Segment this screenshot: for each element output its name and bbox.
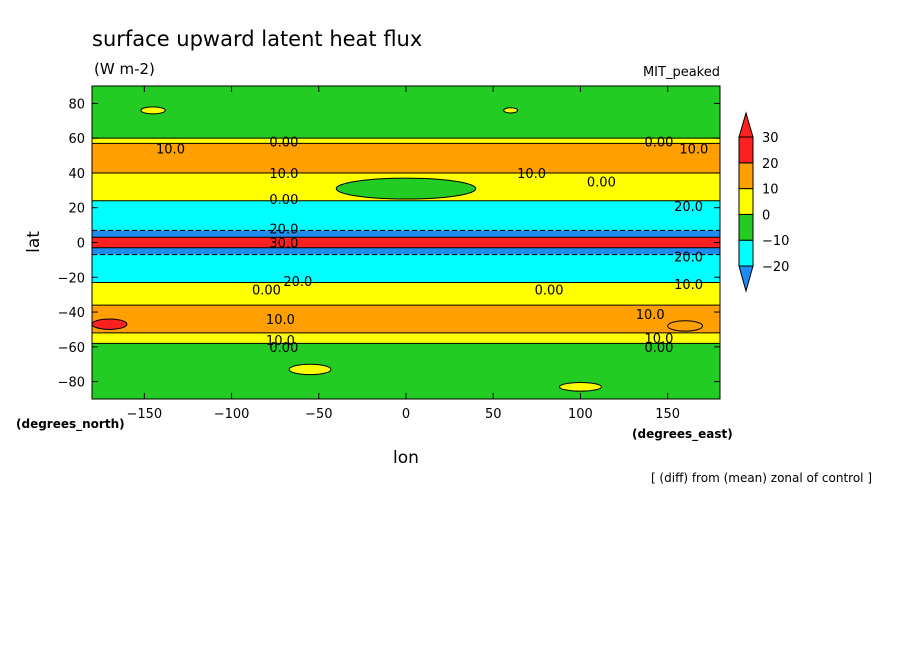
contour-label-12: 20.0	[283, 275, 312, 290]
band-10	[92, 305, 720, 333]
y-tick-label-3: −20	[58, 271, 85, 286]
patch-1	[503, 107, 519, 114]
contour-label-6: 10.0	[517, 167, 546, 182]
x-tick-label-3: 0	[402, 407, 410, 422]
colorbar-bottom-arrow	[738, 265, 754, 293]
band-11	[92, 332, 720, 344]
band-7	[92, 247, 720, 255]
contour-label-5: 10.0	[679, 143, 708, 158]
colorbar-label-4: 20	[762, 157, 779, 172]
band-9	[92, 282, 720, 306]
y-tick-label-4: 0	[77, 237, 85, 252]
y-axis-label: lat	[24, 231, 44, 253]
contour-label-11: 20.0	[674, 250, 703, 265]
band-6	[92, 237, 720, 248]
colorbar-label-0: −20	[762, 260, 789, 275]
contour-label-20: 10.0	[644, 332, 673, 347]
chart-units: (W m-2)	[94, 60, 155, 78]
contour-label-17: 10.0	[636, 308, 665, 323]
x-axis-unit: (degrees_east)	[632, 427, 733, 442]
y-tick-label-1: −60	[58, 341, 85, 356]
x-tick-label-2: −50	[305, 407, 332, 422]
colorbar-label-3: 10	[762, 183, 779, 198]
y-axis: −80 −60 −40 −20 0 20 40 60 80	[58, 97, 720, 391]
contour-label-16: 10.0	[266, 313, 295, 328]
colorbar-label-5: 30	[762, 131, 779, 146]
x-tick-label-4: 50	[485, 407, 502, 422]
contour-label-0: 0.00	[269, 136, 298, 151]
colorbar-box-2	[738, 188, 754, 215]
colorbar-label-1: −10	[762, 234, 789, 249]
y-tick-label-7: 60	[68, 132, 85, 147]
patch-6	[667, 320, 704, 332]
colorbar-box-4	[738, 136, 754, 164]
patch-3	[92, 318, 128, 330]
contour-label-7: 0.00	[587, 176, 616, 191]
model-label: MIT_peaked	[643, 65, 720, 80]
x-tick-label-1: −100	[214, 407, 250, 422]
contour-label-13: 0.00	[252, 283, 281, 298]
band-4	[92, 200, 720, 231]
contour-label-3: 0.00	[269, 193, 298, 208]
band-2	[92, 143, 720, 173]
contour-label-9: 20.0	[269, 223, 298, 238]
colorbar-label-2: 0	[762, 208, 770, 223]
x-axis-label: lon	[393, 448, 419, 468]
x-axis: −150 −100 −50 0 50 100 150	[126, 86, 680, 422]
patch-0	[140, 106, 166, 115]
y-tick-label-8: 80	[68, 97, 85, 112]
x-tick-label-0: −150	[126, 407, 162, 422]
contour-label-21: 0.00	[644, 341, 673, 356]
y-tick-label-6: 40	[68, 167, 85, 182]
colorbar-box-1	[738, 213, 754, 241]
band-8	[92, 254, 720, 283]
colorbar-box-3	[738, 162, 754, 190]
footnote: [ (diff) from (mean) zonal of control ]	[651, 471, 872, 485]
patch-5	[559, 381, 602, 392]
contour-label-8: 20.0	[674, 200, 703, 215]
contour-label-10: 30.0	[269, 237, 298, 252]
band-5	[92, 230, 720, 238]
contour-label-2: 10.0	[269, 167, 298, 182]
band-12	[92, 343, 720, 399]
y-axis-unit: (degrees_north)	[16, 417, 125, 432]
contour-label-1: 10.0	[156, 143, 185, 158]
band-0	[92, 86, 720, 139]
x-tick-label-6: 150	[655, 407, 680, 422]
contour-label-19: 0.00	[269, 341, 298, 356]
y-tick-label-0: −80	[58, 376, 85, 391]
contour-label-4: 0.00	[644, 136, 673, 151]
contour-label-15: 10.0	[674, 278, 703, 293]
y-tick-label-5: 20	[68, 202, 85, 217]
colorbar: −20 −10 0 10 20 30	[738, 111, 789, 293]
x-tick-label-5: 100	[568, 407, 593, 422]
colorbar-box-0	[738, 239, 754, 267]
chart-title: surface upward latent heat flux	[92, 27, 422, 51]
patch-2	[335, 177, 477, 200]
band-1	[92, 138, 720, 144]
contour-label-14: 0.00	[535, 283, 564, 298]
y-tick-label-2: −40	[58, 306, 85, 321]
colorbar-top-arrow	[738, 111, 754, 138]
patch-4	[288, 363, 332, 376]
contour-label-18: 10.0	[266, 334, 295, 349]
